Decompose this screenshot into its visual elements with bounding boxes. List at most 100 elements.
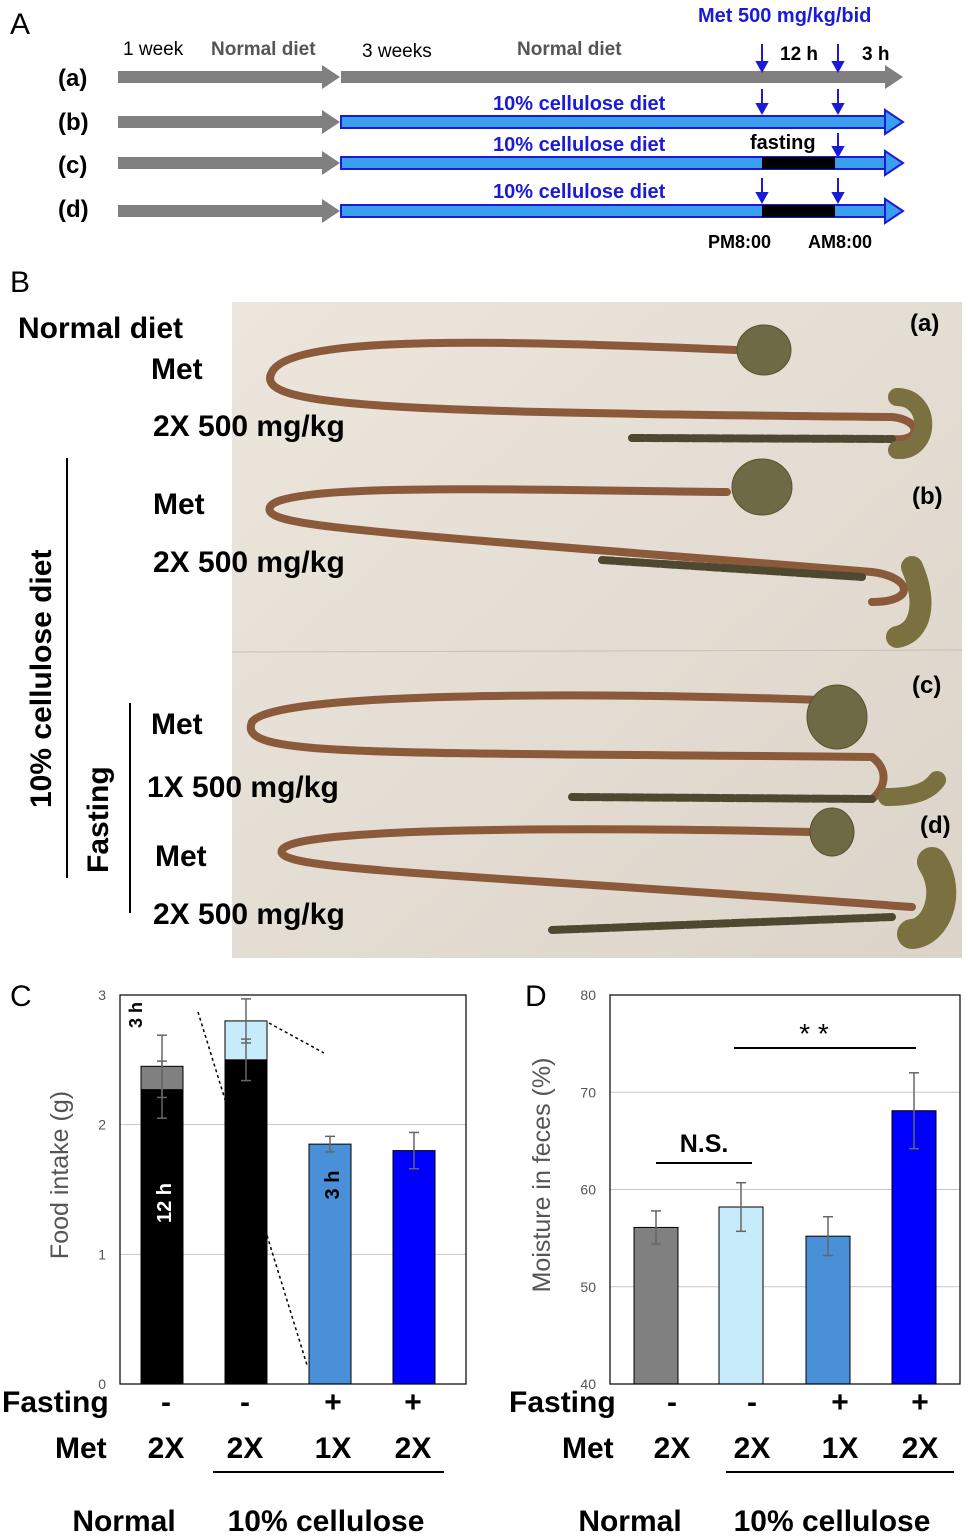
chart-c-ylabel: Food intake (g) (46, 1091, 74, 1259)
interval-3h-label: 3 h (862, 44, 889, 65)
bar-label-12h: 12 h (154, 1183, 176, 1223)
fasting-value: - (747, 1386, 757, 1419)
period1-label: 1 week (123, 39, 184, 60)
intestine-photo (232, 302, 962, 958)
y-tick-label: 50 (580, 1279, 596, 1295)
row-fasting-label: Fasting (509, 1386, 616, 1419)
fasting-label: fasting (750, 132, 816, 154)
cellulose-diet-vlabel: 10% cellulose diet (25, 549, 58, 808)
chart-d-ylabel: Moisture in feces (%) (528, 1058, 556, 1293)
met-value: 2X (395, 1432, 432, 1465)
group-normal-label: Normal (72, 1505, 175, 1538)
group-c-dose-label: 1X 500 mg/kg (147, 771, 339, 804)
panel-d-letter: D (525, 980, 547, 1013)
bar-segment (392, 1150, 436, 1385)
met-value: 1X (315, 1432, 352, 1465)
group-d-met-label: Met (155, 840, 207, 873)
photo-label-c: (c) (912, 672, 942, 699)
row-b-label: (b) (58, 109, 89, 136)
fasting-value: - (161, 1386, 171, 1419)
y-tick-label: 40 (580, 1376, 596, 1392)
fasting-value: + (324, 1386, 342, 1419)
chart-d-errorbars (651, 1072, 919, 1257)
group-c-met-label: Met (151, 708, 203, 741)
fasting-value: - (667, 1386, 677, 1419)
normal-diet-label: Normal diet (18, 312, 184, 345)
timeline-row-d: 10% cellulose diet (118, 181, 905, 225)
fasting-vlabel: Fasting (82, 766, 115, 873)
group-a-dose-label: 2X 500 mg/kg (153, 410, 345, 443)
period2-diet-label: Normal diet (517, 39, 622, 60)
food-intake-chart: 0 1 2 3 3 h 12 h 3 h Food intake (g) Fastin… (2, 987, 467, 1538)
row-met-label: Met (562, 1432, 614, 1465)
row-c-diet-label: 10% cellulose diet (493, 134, 666, 156)
photo-label-d: (d) (920, 812, 951, 839)
bar-segment (224, 1059, 268, 1385)
group-a-met-label: Met (151, 353, 203, 386)
chart-c-dotted-lower (197, 1011, 308, 1366)
time-am-label: AM8:00 (808, 232, 872, 252)
sig-annotation: * * (799, 1018, 829, 1049)
met-dose-label: Met 500 mg/kg/bid (698, 5, 871, 27)
ns-annotation: N.S. (680, 1130, 729, 1158)
photo-label-b: (b) (912, 483, 943, 510)
panel-c-letter: C (10, 980, 32, 1013)
time-pm-label: PM8:00 (708, 232, 771, 252)
bar (891, 1110, 937, 1385)
bar-segment (140, 1089, 184, 1385)
panel-b-letter: B (10, 266, 31, 299)
interval-12h-label: 12 h (780, 44, 818, 65)
y-tick-label: 1 (98, 1246, 106, 1262)
group-normal-label: Normal (578, 1505, 681, 1538)
chart-d-xlabels: Fasting Met - - + +2X 2X 1X 2X Normal 10% cellulos… (509, 1386, 954, 1538)
fasting-value: + (911, 1386, 929, 1419)
y-tick-label: 80 (580, 987, 596, 1003)
bar (718, 1206, 764, 1385)
fasting-value: - (240, 1386, 250, 1419)
chart-c-xlabels: Fasting Met - - + +2X 2X 1X 2X Normal 10% cellulos… (2, 1386, 444, 1538)
panel-a-letter: A (10, 8, 31, 41)
dosing-arrows (755, 44, 845, 205)
fecal-moisture-chart: 40 50 60 70 80 N.S. * * Moisture in feces (%… (509, 987, 961, 1538)
met-value: 2X (227, 1432, 264, 1465)
row-b-diet-label: 10% cellulose diet (493, 93, 666, 115)
row-d-diet-label: 10% cellulose diet (493, 181, 666, 203)
bar (633, 1226, 679, 1385)
fasting-value: + (831, 1386, 849, 1419)
group-cellulose-label: 10% cellulose (228, 1505, 425, 1538)
period1-diet-label: Normal diet (211, 39, 316, 60)
met-value: 2X (734, 1432, 771, 1465)
group-b-met-label: Met (153, 488, 205, 521)
met-value: 2X (654, 1432, 691, 1465)
row-met-label: Met (55, 1432, 107, 1465)
bar-label-3h-top: 3 h (126, 1002, 146, 1028)
group-cellulose-label: 10% cellulose (734, 1505, 931, 1538)
y-tick-label: 60 (580, 1182, 596, 1198)
bar-segment (308, 1143, 352, 1385)
y-tick-label: 70 (580, 1084, 596, 1100)
bar-label-3h: 3 h (322, 1171, 344, 1200)
chart-d-ticks: 40 50 60 70 80 (580, 987, 596, 1392)
row-c-label: (c) (58, 152, 87, 179)
chart-d-frame (609, 994, 961, 1385)
met-value: 2X (902, 1432, 939, 1465)
chart-d-bars (633, 1110, 937, 1385)
period2-label: 3 weeks (362, 41, 432, 62)
timeline-row-b: 10% cellulose diet (118, 93, 905, 136)
chart-c-ticks: 0 1 2 3 (98, 987, 106, 1392)
group-d-dose-label: 2X 500 mg/kg (153, 898, 345, 931)
group-b-dose-label: 2X 500 mg/kg (153, 546, 345, 579)
row-d-label: (d) (58, 196, 89, 223)
met-value: 1X (822, 1432, 859, 1465)
cellulose-bracket-line (66, 458, 68, 878)
fasting-bracket-line (129, 703, 131, 913)
chart-c-bars (140, 1020, 436, 1385)
panel-a-timeline: 1 week Normal diet 3 weeks Normal diet M… (58, 5, 905, 252)
chart-c-dotted-upper (268, 1022, 325, 1054)
y-tick-label: 2 (98, 1117, 106, 1133)
y-tick-label: 0 (98, 1376, 106, 1392)
bar (805, 1235, 851, 1385)
chart-c-errorbars (157, 998, 419, 1170)
row-fasting-label: Fasting (2, 1386, 109, 1419)
row-a-label: (a) (58, 65, 87, 92)
